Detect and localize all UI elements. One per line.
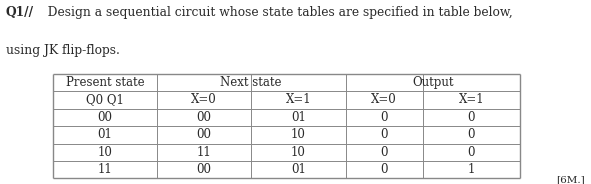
Text: 10: 10 [98, 146, 112, 159]
Text: Q0 Q1: Q0 Q1 [86, 93, 124, 106]
Text: [6M.]: [6M.] [556, 175, 585, 184]
Text: 01: 01 [98, 128, 112, 141]
Text: 0: 0 [381, 128, 388, 141]
Text: 0: 0 [467, 111, 475, 124]
Text: 01: 01 [291, 163, 306, 176]
Text: Design a sequential circuit whose state tables are specified in table below,: Design a sequential circuit whose state … [40, 6, 513, 19]
Text: 00: 00 [98, 111, 112, 124]
Text: X=0: X=0 [191, 93, 217, 106]
Text: 10: 10 [291, 146, 306, 159]
Text: Q1//: Q1// [6, 6, 34, 19]
Text: 00: 00 [196, 128, 212, 141]
Text: 0: 0 [381, 163, 388, 176]
Text: 0: 0 [467, 146, 475, 159]
Text: 01: 01 [291, 111, 306, 124]
Text: X=1: X=1 [459, 93, 484, 106]
Text: X=0: X=0 [371, 93, 397, 106]
Text: 0: 0 [467, 128, 475, 141]
Text: 00: 00 [196, 163, 212, 176]
Text: 11: 11 [98, 163, 112, 176]
Text: 11: 11 [197, 146, 211, 159]
Text: Present state: Present state [66, 76, 144, 89]
Text: 1: 1 [467, 163, 475, 176]
Text: 00: 00 [196, 111, 212, 124]
Text: using JK flip-flops.: using JK flip-flops. [6, 44, 120, 57]
Text: Next state: Next state [220, 76, 282, 89]
Text: Output: Output [412, 76, 454, 89]
Text: 10: 10 [291, 128, 306, 141]
Text: 0: 0 [381, 111, 388, 124]
Text: 0: 0 [381, 146, 388, 159]
Text: X=1: X=1 [285, 93, 311, 106]
